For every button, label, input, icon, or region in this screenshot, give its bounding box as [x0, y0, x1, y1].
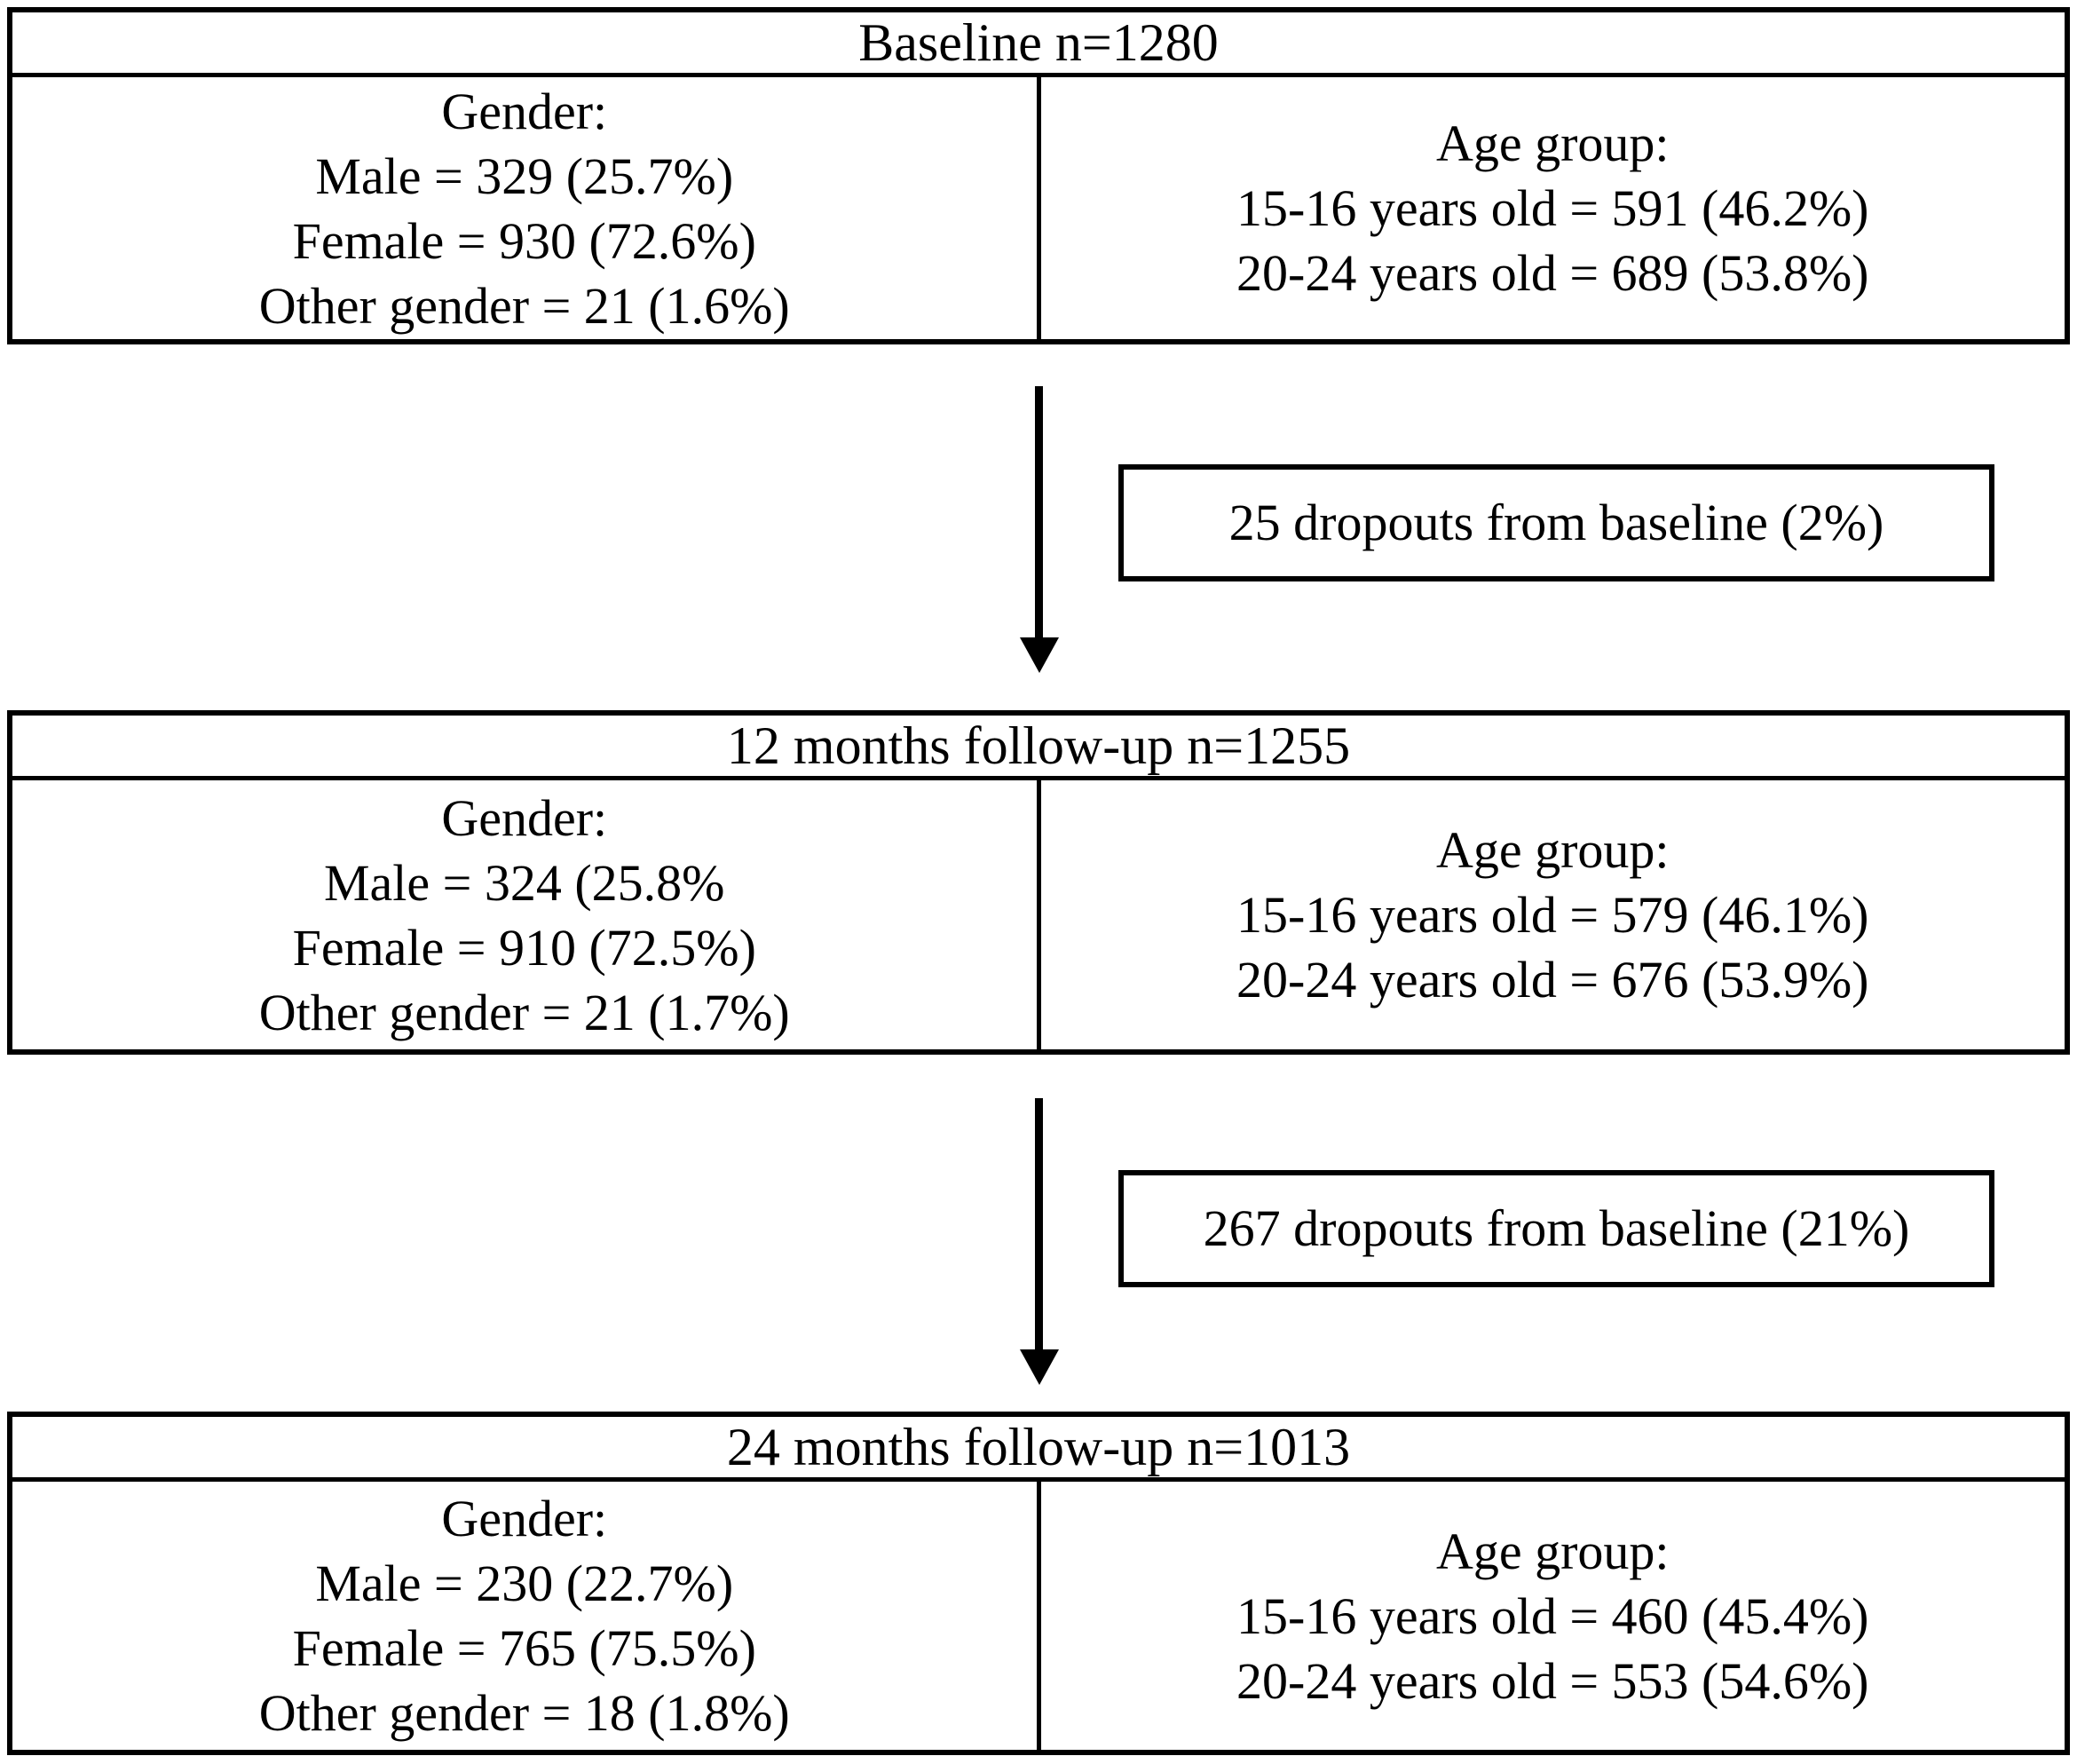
down-arrow-head-icon — [1020, 1349, 1059, 1385]
age-line: 20-24 years old = 689 (53.8%) — [1236, 244, 1869, 302]
age-line: 20-24 years old = 676 (53.9%) — [1236, 951, 1869, 1009]
gender-line: Male = 324 (25.8% — [323, 853, 725, 912]
gender-heading: Gender: — [441, 788, 608, 847]
stage-box-24-months-follow-up: 24 months follow-up n=1013 Gender: Male … — [7, 1412, 2070, 1755]
gender-line: Female = 930 (72.6%) — [292, 211, 756, 270]
age-line: 20-24 years old = 553 (54.6%) — [1236, 1651, 1869, 1710]
gender-heading: Gender: — [441, 82, 608, 140]
down-arrow-stem — [1035, 386, 1043, 641]
gender-line: Other gender = 21 (1.7%) — [258, 983, 790, 1041]
age-cell: Age group: 15-16 years old = 579 (46.1%)… — [1041, 780, 2065, 1049]
stage-title: Baseline n=1280 — [12, 12, 2065, 77]
dropout-box-24-months: 267 dropouts from baseline (21%) — [1118, 1170, 1994, 1287]
dropout-box-12-months: 25 dropouts from baseline (2%) — [1118, 464, 1994, 581]
age-line: 15-16 years old = 460 (45.4%) — [1236, 1586, 1869, 1645]
gender-line: Female = 910 (72.5%) — [292, 918, 756, 977]
stage-box-baseline: Baseline n=1280 Gender: Male = 329 (25.7… — [7, 7, 2070, 344]
down-arrow-stem — [1035, 1098, 1043, 1353]
dropout-label: 25 dropouts from baseline (2%) — [1228, 494, 1884, 551]
age-cell: Age group: 15-16 years old = 591 (46.2%)… — [1041, 77, 2065, 339]
gender-line: Female = 765 (75.5%) — [292, 1619, 756, 1677]
gender-heading: Gender: — [441, 1490, 608, 1547]
age-heading: Age group: — [1435, 115, 1670, 172]
gender-line: Male = 230 (22.7%) — [315, 1554, 734, 1612]
down-arrow-head-icon — [1020, 637, 1059, 673]
stage-title: 24 months follow-up n=1013 — [12, 1417, 2065, 1482]
gender-cell: Gender: Male = 324 (25.8% Female = 910 (… — [12, 780, 1041, 1049]
dropout-label: 267 dropouts from baseline (21%) — [1203, 1199, 1910, 1257]
stage-body: Gender: Male = 324 (25.8% Female = 910 (… — [12, 780, 2065, 1049]
age-cell: Age group: 15-16 years old = 460 (45.4%)… — [1041, 1482, 2065, 1750]
stage-body: Gender: Male = 230 (22.7%) Female = 765 … — [12, 1482, 2065, 1750]
stage-body: Gender: Male = 329 (25.7%) Female = 930 … — [12, 77, 2065, 339]
stage-title: 12 months follow-up n=1255 — [12, 716, 2065, 780]
gender-line: Other gender = 18 (1.8%) — [258, 1684, 790, 1742]
age-line: 15-16 years old = 591 (46.2%) — [1236, 179, 1869, 237]
age-line: 15-16 years old = 579 (46.1%) — [1236, 886, 1869, 944]
age-heading: Age group: — [1435, 1522, 1670, 1580]
age-heading: Age group: — [1435, 821, 1670, 879]
gender-cell: Gender: Male = 329 (25.7%) Female = 930 … — [12, 77, 1041, 339]
gender-line: Other gender = 21 (1.6%) — [258, 276, 790, 335]
gender-cell: Gender: Male = 230 (22.7%) Female = 765 … — [12, 1482, 1041, 1750]
gender-line: Male = 329 (25.7%) — [315, 146, 734, 205]
stage-box-12-months-follow-up: 12 months follow-up n=1255 Gender: Male … — [7, 710, 2070, 1055]
